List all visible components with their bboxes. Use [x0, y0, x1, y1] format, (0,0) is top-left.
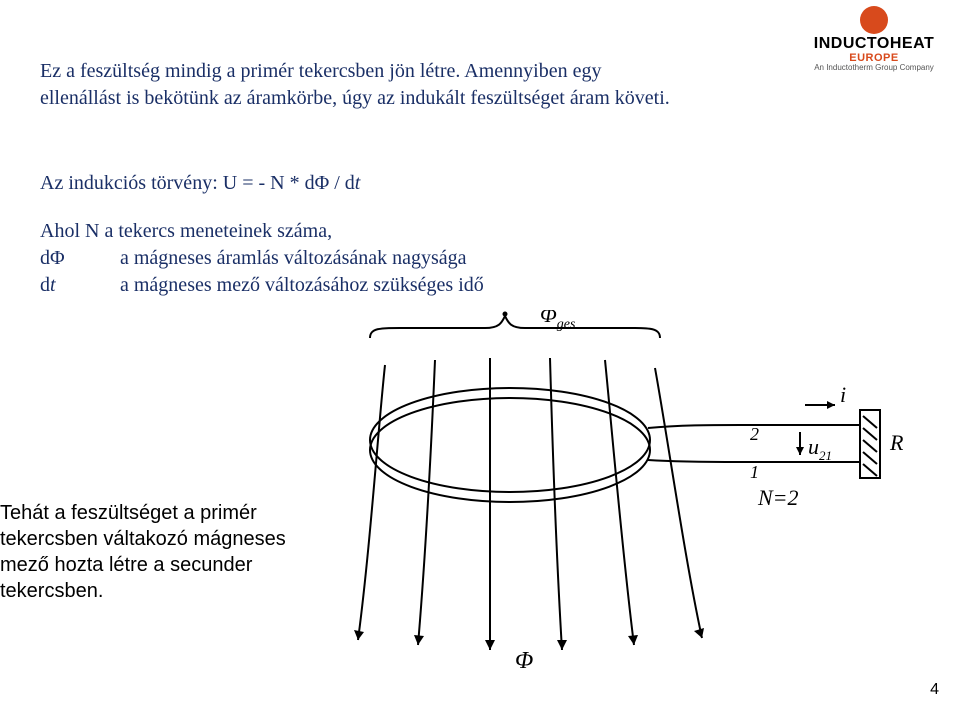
- defs-row-dphi: dΦ a mágneses áramlás változásának nagys…: [40, 245, 484, 272]
- defs-sym-dt: dt: [40, 272, 120, 299]
- logo-brand-name: INDUCTOHEAT: [799, 36, 949, 52]
- label-u21: u21: [808, 434, 832, 463]
- defs-val-dt: a mágneses mező változásához szükséges i…: [120, 272, 484, 299]
- intro-paragraph: Ez a feszültség mindig a primér tekercsb…: [40, 58, 680, 112]
- conclusion-paragraph: Tehát a feszültséget a primér tekercsben…: [0, 500, 330, 604]
- defs-sym-dt-t: t: [50, 274, 56, 296]
- defs-sym-dt-d: d: [40, 274, 50, 296]
- label-phi-bottom: Φ: [515, 648, 533, 670]
- logo-sun-icon: [860, 6, 888, 34]
- logo-tagline: An Inductotherm Group Company: [799, 64, 949, 73]
- label-i: i: [840, 382, 846, 407]
- definitions-block: Ahol N a tekercs meneteinek száma, dΦ a …: [40, 218, 484, 299]
- law-formula-t: t: [355, 172, 361, 194]
- label-n: N=2: [757, 485, 799, 510]
- intro-sentence-1: Ez a feszültség mindig a primér tekercsb…: [40, 60, 460, 82]
- label-2: 2: [750, 424, 759, 444]
- label-r: R: [889, 430, 904, 455]
- defs-row-dt: dt a mágneses mező változásához szüksége…: [40, 272, 484, 299]
- defs-line-1: Ahol N a tekercs meneteinek száma,: [40, 218, 484, 245]
- law-formula: U = - N * dΦ / d: [223, 172, 355, 194]
- page-number: 4: [930, 681, 939, 699]
- defs-sym-dphi: dΦ: [40, 245, 120, 272]
- induction-law-line: Az indukciós törvény: U = - N * dΦ / dt: [40, 170, 740, 197]
- brand-logo: INDUCTOHEAT EUROPE An Inductotherm Group…: [799, 6, 949, 73]
- defs-val-dphi: a mágneses áramlás változásának nagysága: [120, 245, 467, 272]
- label-1: 1: [750, 462, 759, 482]
- induction-diagram: Φges i u21 R 2 1 N=2 Φ: [340, 310, 920, 670]
- law-prefix: Az indukciós törvény:: [40, 172, 223, 194]
